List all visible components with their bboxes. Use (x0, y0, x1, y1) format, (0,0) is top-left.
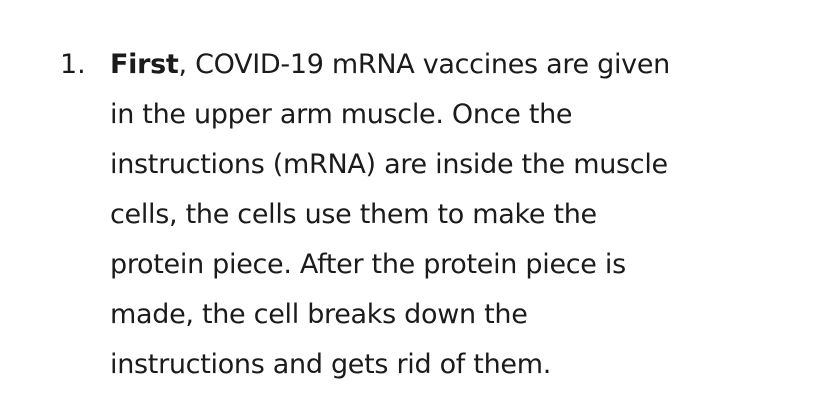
list-item-text: First, COVID-19 mRNA vaccines are given … (110, 40, 670, 390)
text-line-6: made, the cell breaks down the (110, 299, 528, 330)
text-line-1: First, COVID-19 mRNA vaccines are given (110, 40, 670, 90)
text-line-2: in the upper arm muscle. Once the (110, 99, 573, 130)
text-line-5: protein piece. After the protein piece i… (110, 249, 626, 280)
text-line-7: instructions and gets rid of them. (110, 349, 551, 380)
line-1-rest: , COVID-19 mRNA vaccines are given (178, 49, 671, 80)
text-line-3: instructions (mRNA) are inside the muscl… (110, 149, 668, 180)
text-line-4: cells, the cells use them to make the (110, 199, 597, 230)
list-number: 1. (60, 49, 86, 80)
lead-bold-word: First (110, 49, 179, 80)
